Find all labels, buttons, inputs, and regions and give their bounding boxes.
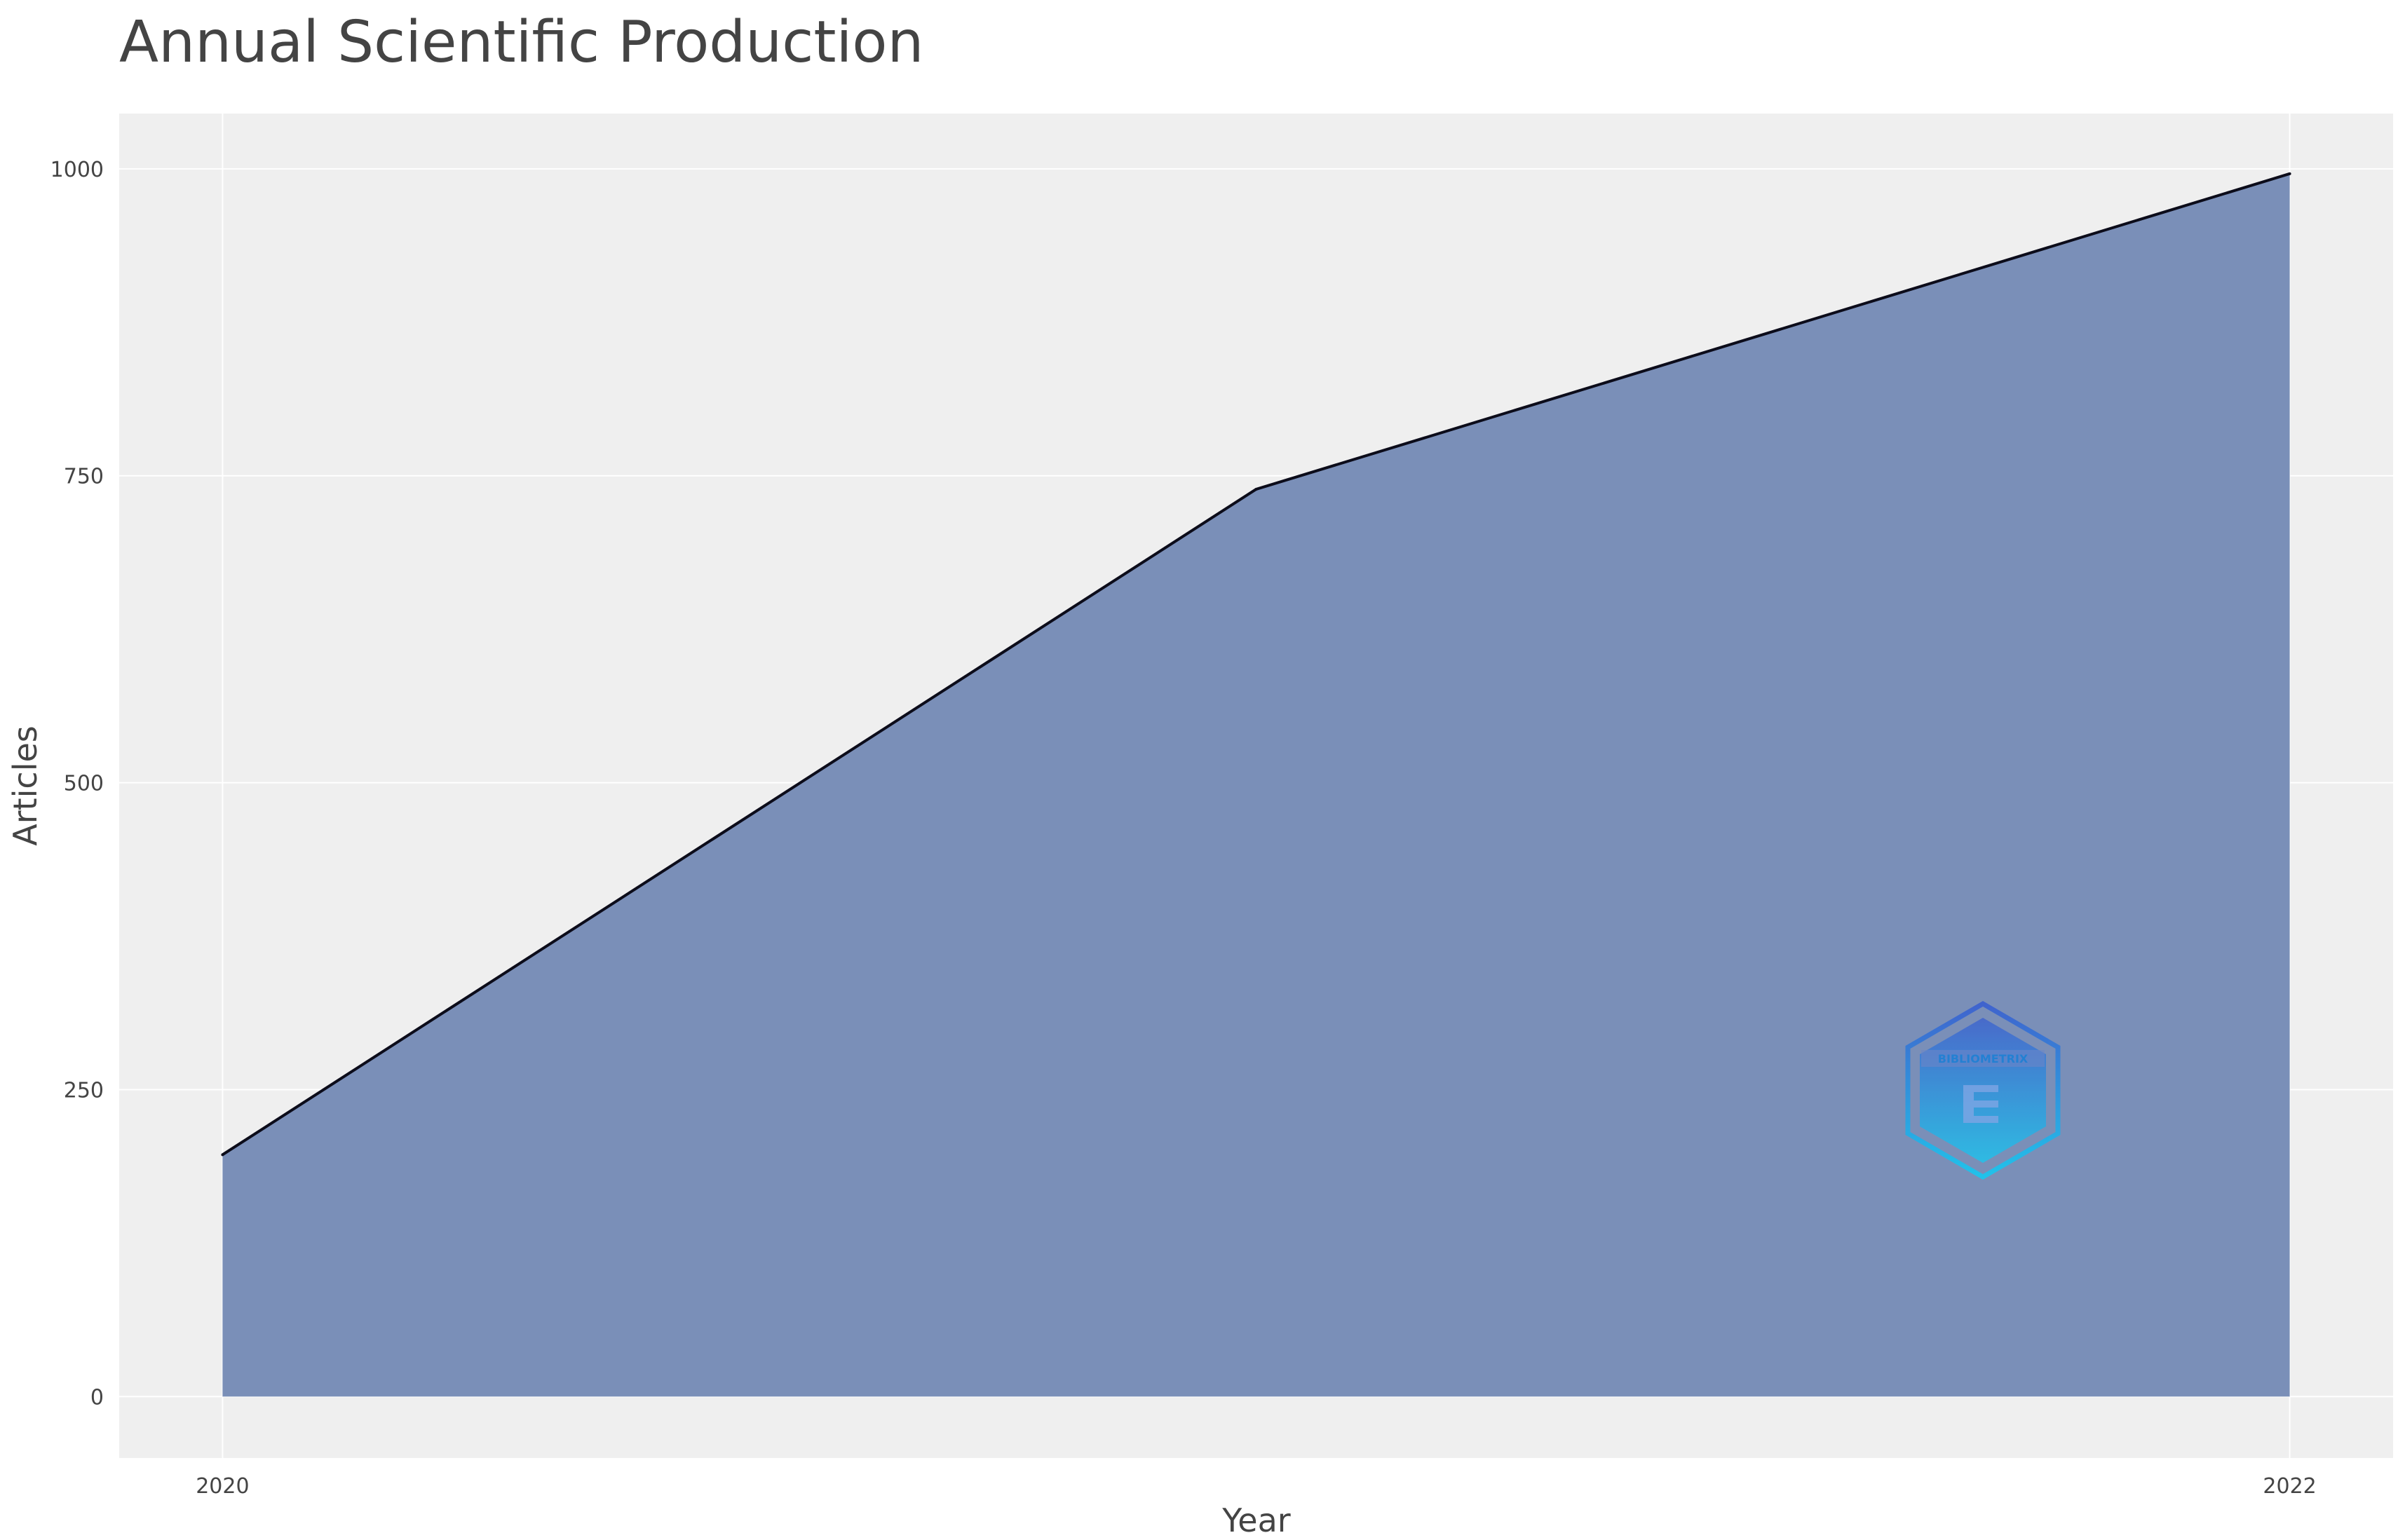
data-point xyxy=(2288,172,2291,175)
data-point xyxy=(221,1153,224,1157)
x-axis-ticks: 2020 2022 xyxy=(196,1474,2317,1499)
bibliometrix-hexagon-logo-icon: BIBLIOMETRIX xyxy=(1905,1000,2061,1180)
chart-title: Annual Scientific Production xyxy=(119,9,923,76)
y-tick-label: 500 xyxy=(64,772,104,796)
x-axis-title: Year xyxy=(1221,1501,1290,1539)
x-tick-label: 2020 xyxy=(196,1474,249,1499)
y-tick-label: 750 xyxy=(64,465,104,489)
y-tick-label: 0 xyxy=(90,1385,104,1410)
x-tick-label: 2022 xyxy=(2263,1474,2316,1499)
data-point xyxy=(1254,487,1258,491)
y-axis-ticks: 0 250 500 750 1000 xyxy=(50,158,104,1410)
area-fill xyxy=(222,173,2290,1397)
y-axis-title: Articles xyxy=(6,725,44,846)
y-tick-label: 1000 xyxy=(50,158,104,182)
data-points xyxy=(221,172,2291,1157)
watermark-text: BIBLIOMETRIX xyxy=(1938,1052,2028,1065)
y-tick-label: 250 xyxy=(64,1079,104,1103)
